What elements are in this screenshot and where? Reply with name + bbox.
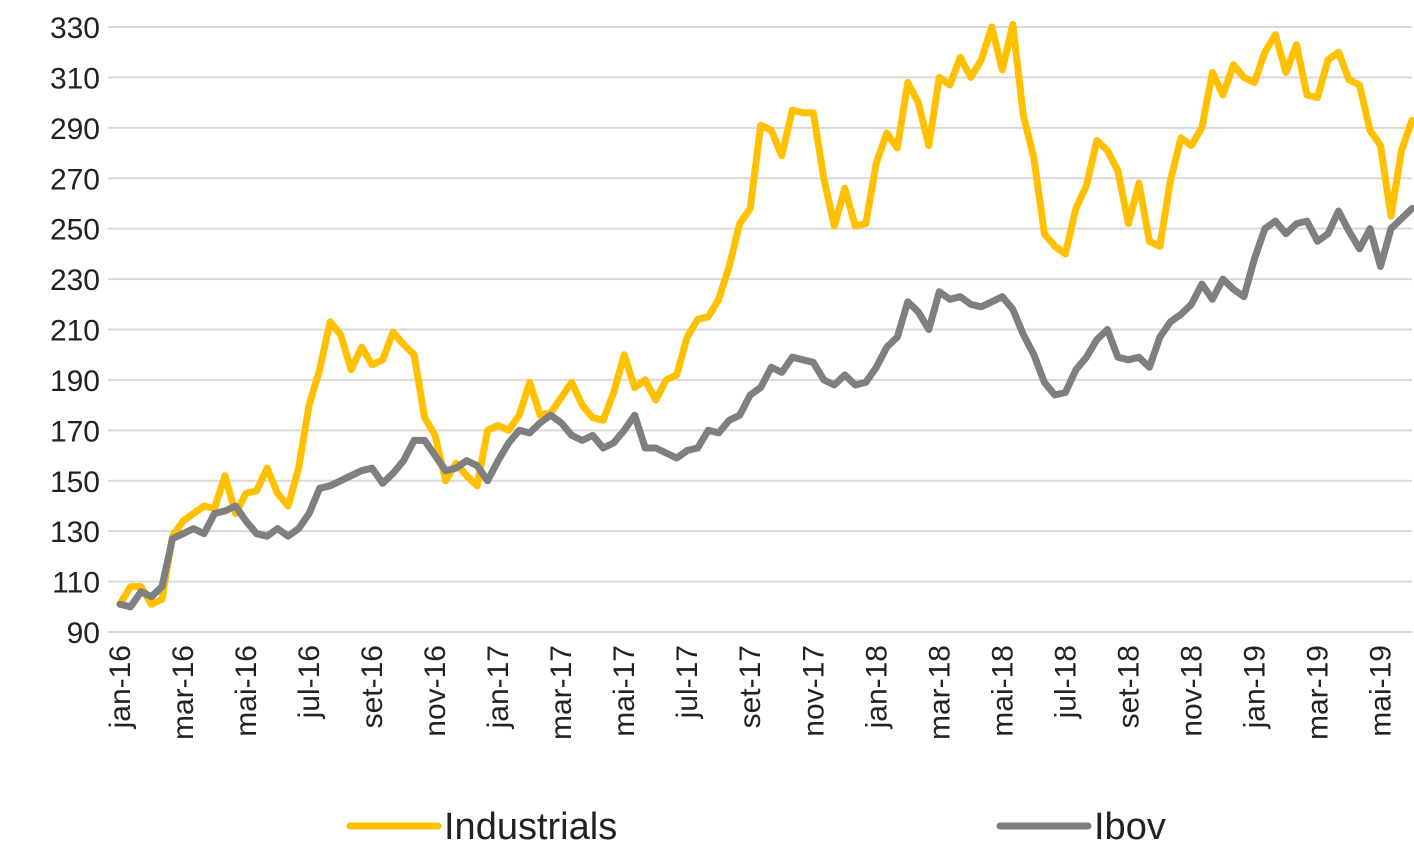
x-tick-label: set-16 bbox=[356, 645, 389, 728]
y-tick-label: 330 bbox=[50, 12, 100, 45]
x-tick-label: mar-19 bbox=[1301, 645, 1334, 740]
y-tick-label: 90 bbox=[67, 617, 100, 650]
x-tick-label: mai-17 bbox=[608, 645, 641, 737]
y-tick-label: 150 bbox=[50, 466, 100, 499]
legend-label: Ibov bbox=[1094, 806, 1166, 843]
y-tick-label: 210 bbox=[50, 315, 100, 348]
y-tick-label: 190 bbox=[50, 365, 100, 398]
y-tick-label: 290 bbox=[50, 113, 100, 146]
y-tick-label: 110 bbox=[52, 567, 100, 600]
x-tick-label: jan-19 bbox=[1238, 645, 1271, 729]
x-tick-label: jul-17 bbox=[671, 645, 704, 719]
x-tick-label: jan-16 bbox=[104, 645, 137, 729]
x-tick-label: jul-16 bbox=[293, 645, 326, 719]
legend-label: Industrials bbox=[444, 806, 617, 843]
x-tick-label: nov-18 bbox=[1175, 645, 1208, 737]
x-tick-label: mar-18 bbox=[923, 645, 956, 740]
x-tick-label: jul-18 bbox=[1049, 645, 1082, 719]
x-tick-label: mar-17 bbox=[545, 645, 578, 740]
x-tick-label: mai-16 bbox=[230, 645, 263, 737]
x-tick-label: set-18 bbox=[1112, 645, 1145, 728]
data-line bbox=[116, 205, 1414, 611]
x-tick-label: mai-19 bbox=[1364, 645, 1397, 737]
x-tick-label: mar-16 bbox=[167, 645, 200, 740]
y-tick-label: 250 bbox=[50, 214, 100, 247]
data-line bbox=[116, 21, 1414, 608]
x-tick-label: mai-18 bbox=[986, 645, 1019, 737]
x-tick-label: nov-17 bbox=[797, 645, 830, 737]
y-tick-label: 230 bbox=[50, 264, 100, 297]
y-tick-label: 310 bbox=[50, 62, 100, 95]
x-tick-label: jan-17 bbox=[482, 645, 515, 729]
y-tick-label: 270 bbox=[50, 163, 100, 196]
x-tick-label: set-17 bbox=[734, 645, 767, 728]
x-tick-label: nov-16 bbox=[419, 645, 452, 737]
x-tick-label: jan-18 bbox=[860, 645, 893, 729]
y-tick-label: 170 bbox=[50, 415, 100, 448]
y-tick-label: 130 bbox=[50, 516, 100, 549]
